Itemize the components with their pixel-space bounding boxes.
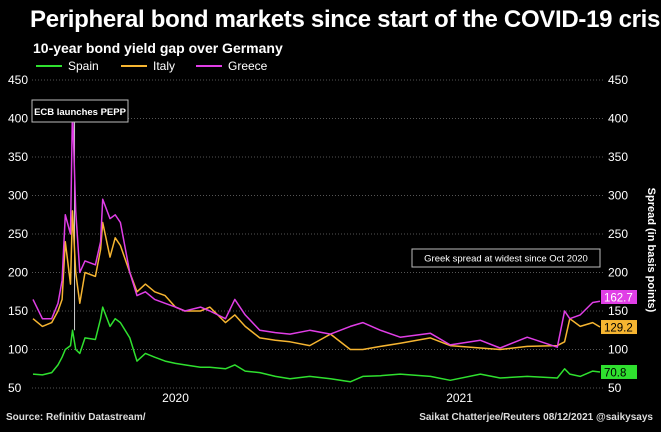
series-line-spain [32, 306, 601, 383]
annotation-pepp: ECB launches PEPP [34, 107, 127, 118]
y-tick-label-right: 200 [608, 266, 628, 280]
y-tick-label-right: 450 [608, 73, 628, 87]
end-value-label: 70.8 [604, 367, 626, 379]
legend-item-spain: Spain [36, 59, 99, 73]
legend-item-italy: Italy [121, 59, 175, 73]
y-tick-label-right: 250 [608, 227, 628, 241]
legend-swatch [36, 65, 62, 67]
y-tick-label-right: 50 [608, 381, 622, 395]
y-tick-label-right: 100 [608, 343, 628, 357]
credit-note: Saikat Chatterjee/Reuters 08/12/2021 @sa… [419, 412, 653, 423]
y-tick-label-right: 400 [608, 112, 628, 126]
chart-title: Peripheral bond markets since start of t… [30, 6, 661, 33]
legend-label: Spain [68, 59, 99, 73]
legend-swatch [121, 65, 147, 67]
y-tick-label-right: 350 [608, 150, 628, 164]
y-tick-label-left: 300 [8, 189, 28, 203]
source-note: Source: Refinitiv Datastream/ [6, 412, 146, 423]
y-tick-label-left: 450 [8, 73, 28, 87]
annotation-greek-spread: Greek spread at widest since Oct 2020 [424, 254, 588, 265]
y-tick-label-left: 250 [8, 227, 28, 241]
series-line-greece [32, 106, 601, 349]
y-tick-label-left: 150 [8, 304, 28, 318]
series-line-italy [32, 210, 601, 351]
end-value-label: 129.2 [604, 323, 633, 335]
y-tick-label-right: 300 [608, 189, 628, 203]
x-tick-label: 2021 [446, 391, 473, 405]
annotation-box-pepp [31, 99, 129, 123]
legend-label: Italy [153, 59, 176, 73]
end-value-badge-italy [601, 320, 637, 335]
y-tick-label-left: 200 [8, 266, 28, 280]
legend-swatch [196, 65, 222, 67]
y-tick-label-left: 350 [8, 150, 28, 164]
y-tick-label-left: 100 [8, 343, 28, 357]
y-tick-label-right: 150 [608, 304, 628, 318]
chart-subtitle: 10-year bond yield gap over Germany [33, 40, 283, 56]
end-value-badge-greece [601, 290, 637, 304]
y-axis-title: Spread (in basis points) [645, 187, 657, 313]
annotation-box-greek [411, 248, 601, 268]
x-tick-label: 2020 [162, 391, 189, 405]
legend-label: Greece [228, 59, 268, 73]
end-value-badge-spain [601, 364, 637, 379]
y-tick-label-left: 400 [8, 112, 28, 126]
legend-item-greece: Greece [196, 59, 267, 73]
y-tick-label-left: 50 [8, 381, 22, 395]
end-value-label: 162.7 [604, 293, 633, 305]
